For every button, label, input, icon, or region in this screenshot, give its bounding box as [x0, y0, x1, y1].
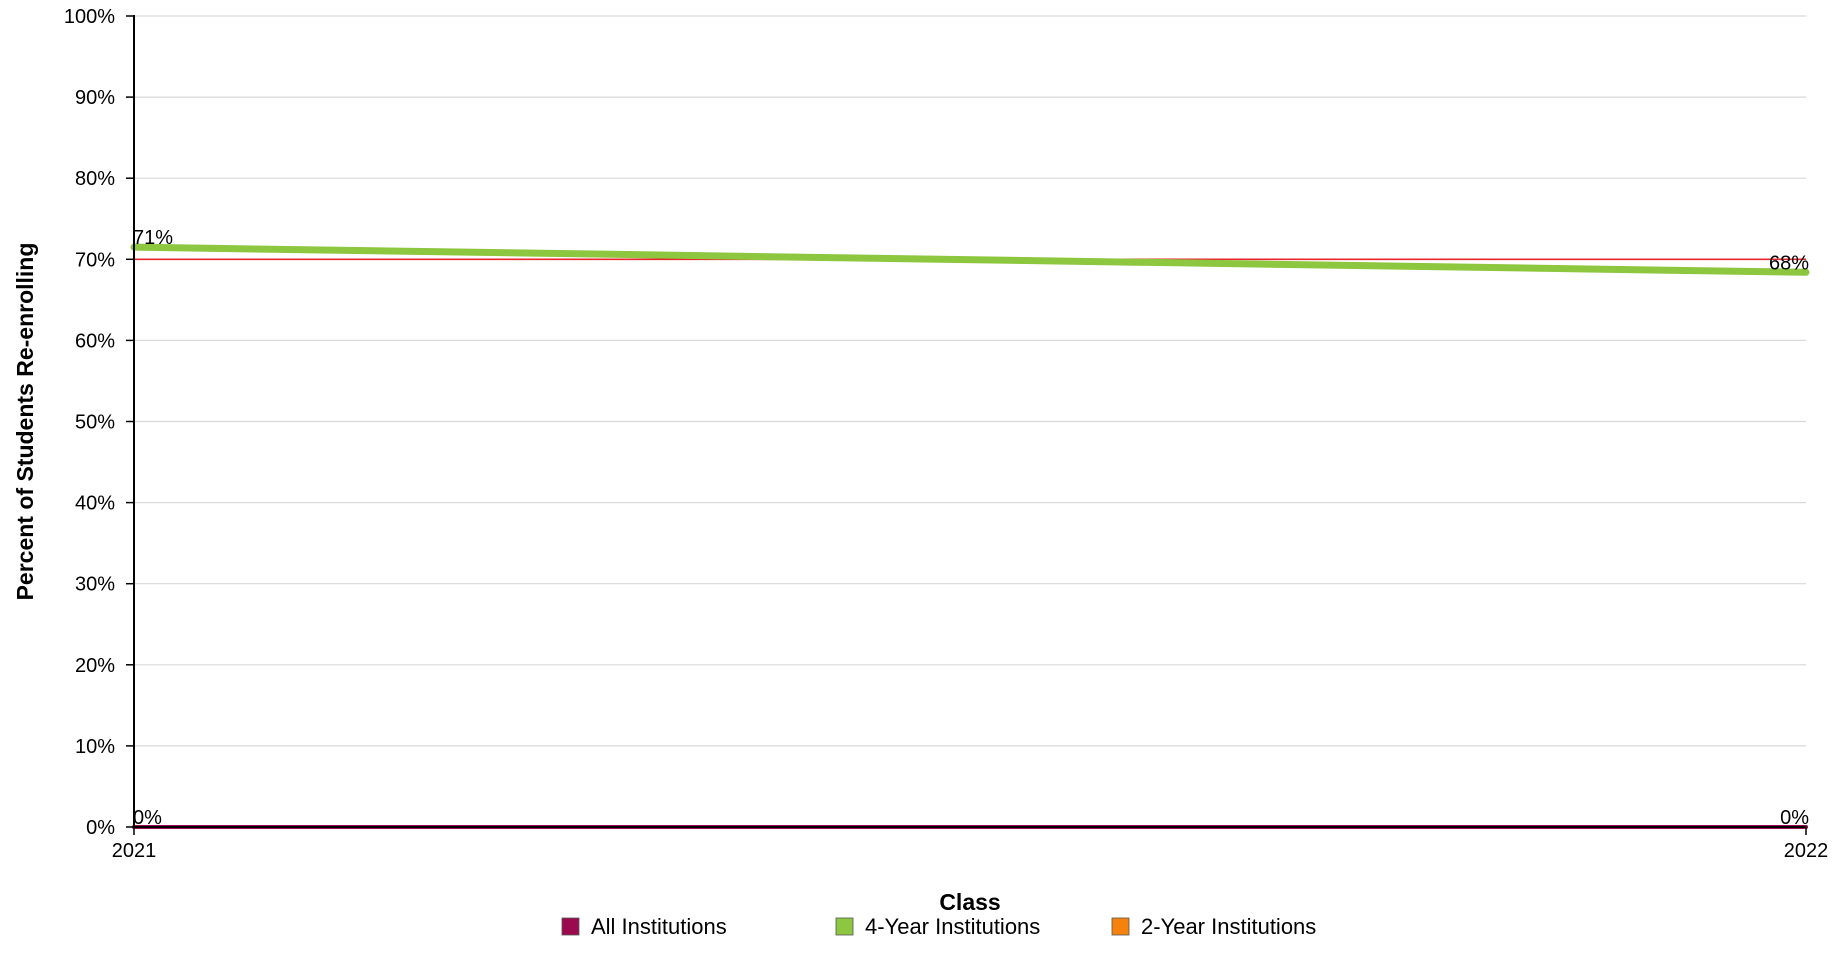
y-tick-label: 50% — [75, 412, 115, 434]
legend-label: All Institutions — [591, 914, 727, 939]
data-label: 68% — [1769, 252, 1809, 274]
legend: All Institutions 4-Year Institutions 2-Yea… — [561, 914, 1316, 939]
data-label: 0% — [1780, 807, 1809, 829]
x-tick-label: 2022 — [1784, 840, 1829, 862]
y-tick-label: 80% — [75, 168, 115, 190]
legend-swatch — [561, 917, 580, 936]
y-tick-label: 30% — [75, 574, 115, 596]
y-axis-title: Percent of Students Re-enrolling — [12, 243, 38, 601]
y-tick-label: 100% — [64, 6, 115, 28]
legend-swatch — [1111, 917, 1130, 936]
legend-item: All Institutions — [561, 914, 727, 939]
gridlines — [134, 15, 1806, 747]
x-axis-title: Class — [939, 889, 1000, 915]
data-label: 71% — [133, 227, 173, 249]
y-tick-label: 40% — [75, 493, 115, 515]
series-lines — [130, 243, 1810, 829]
data-label: 0% — [133, 807, 162, 829]
y-tick-label: 10% — [75, 736, 115, 758]
legend-label: 2-Year Institutions — [1141, 914, 1316, 939]
y-tick-label: 0% — [86, 817, 115, 839]
series-line-1 — [130, 243, 1810, 276]
y-tick-label: 90% — [75, 87, 115, 109]
y-tick-label: 70% — [75, 249, 115, 271]
x-tick-label: 2021 — [112, 840, 157, 862]
legend-item: 4-Year Institutions — [835, 914, 1040, 939]
legend-label: 4-Year Institutions — [865, 914, 1040, 939]
legend-item: 2-Year Institutions — [1111, 914, 1316, 939]
y-tick-label: 60% — [75, 330, 115, 352]
axes: 0% 10% 20% 30% 40% 50% 60% 70% 80% 90% 100% 2021 202… — [64, 6, 1828, 862]
legend-swatch — [835, 917, 854, 936]
y-tick-label: 20% — [75, 655, 115, 677]
data-labels: 71% 68% 0% 0% — [133, 227, 1809, 829]
